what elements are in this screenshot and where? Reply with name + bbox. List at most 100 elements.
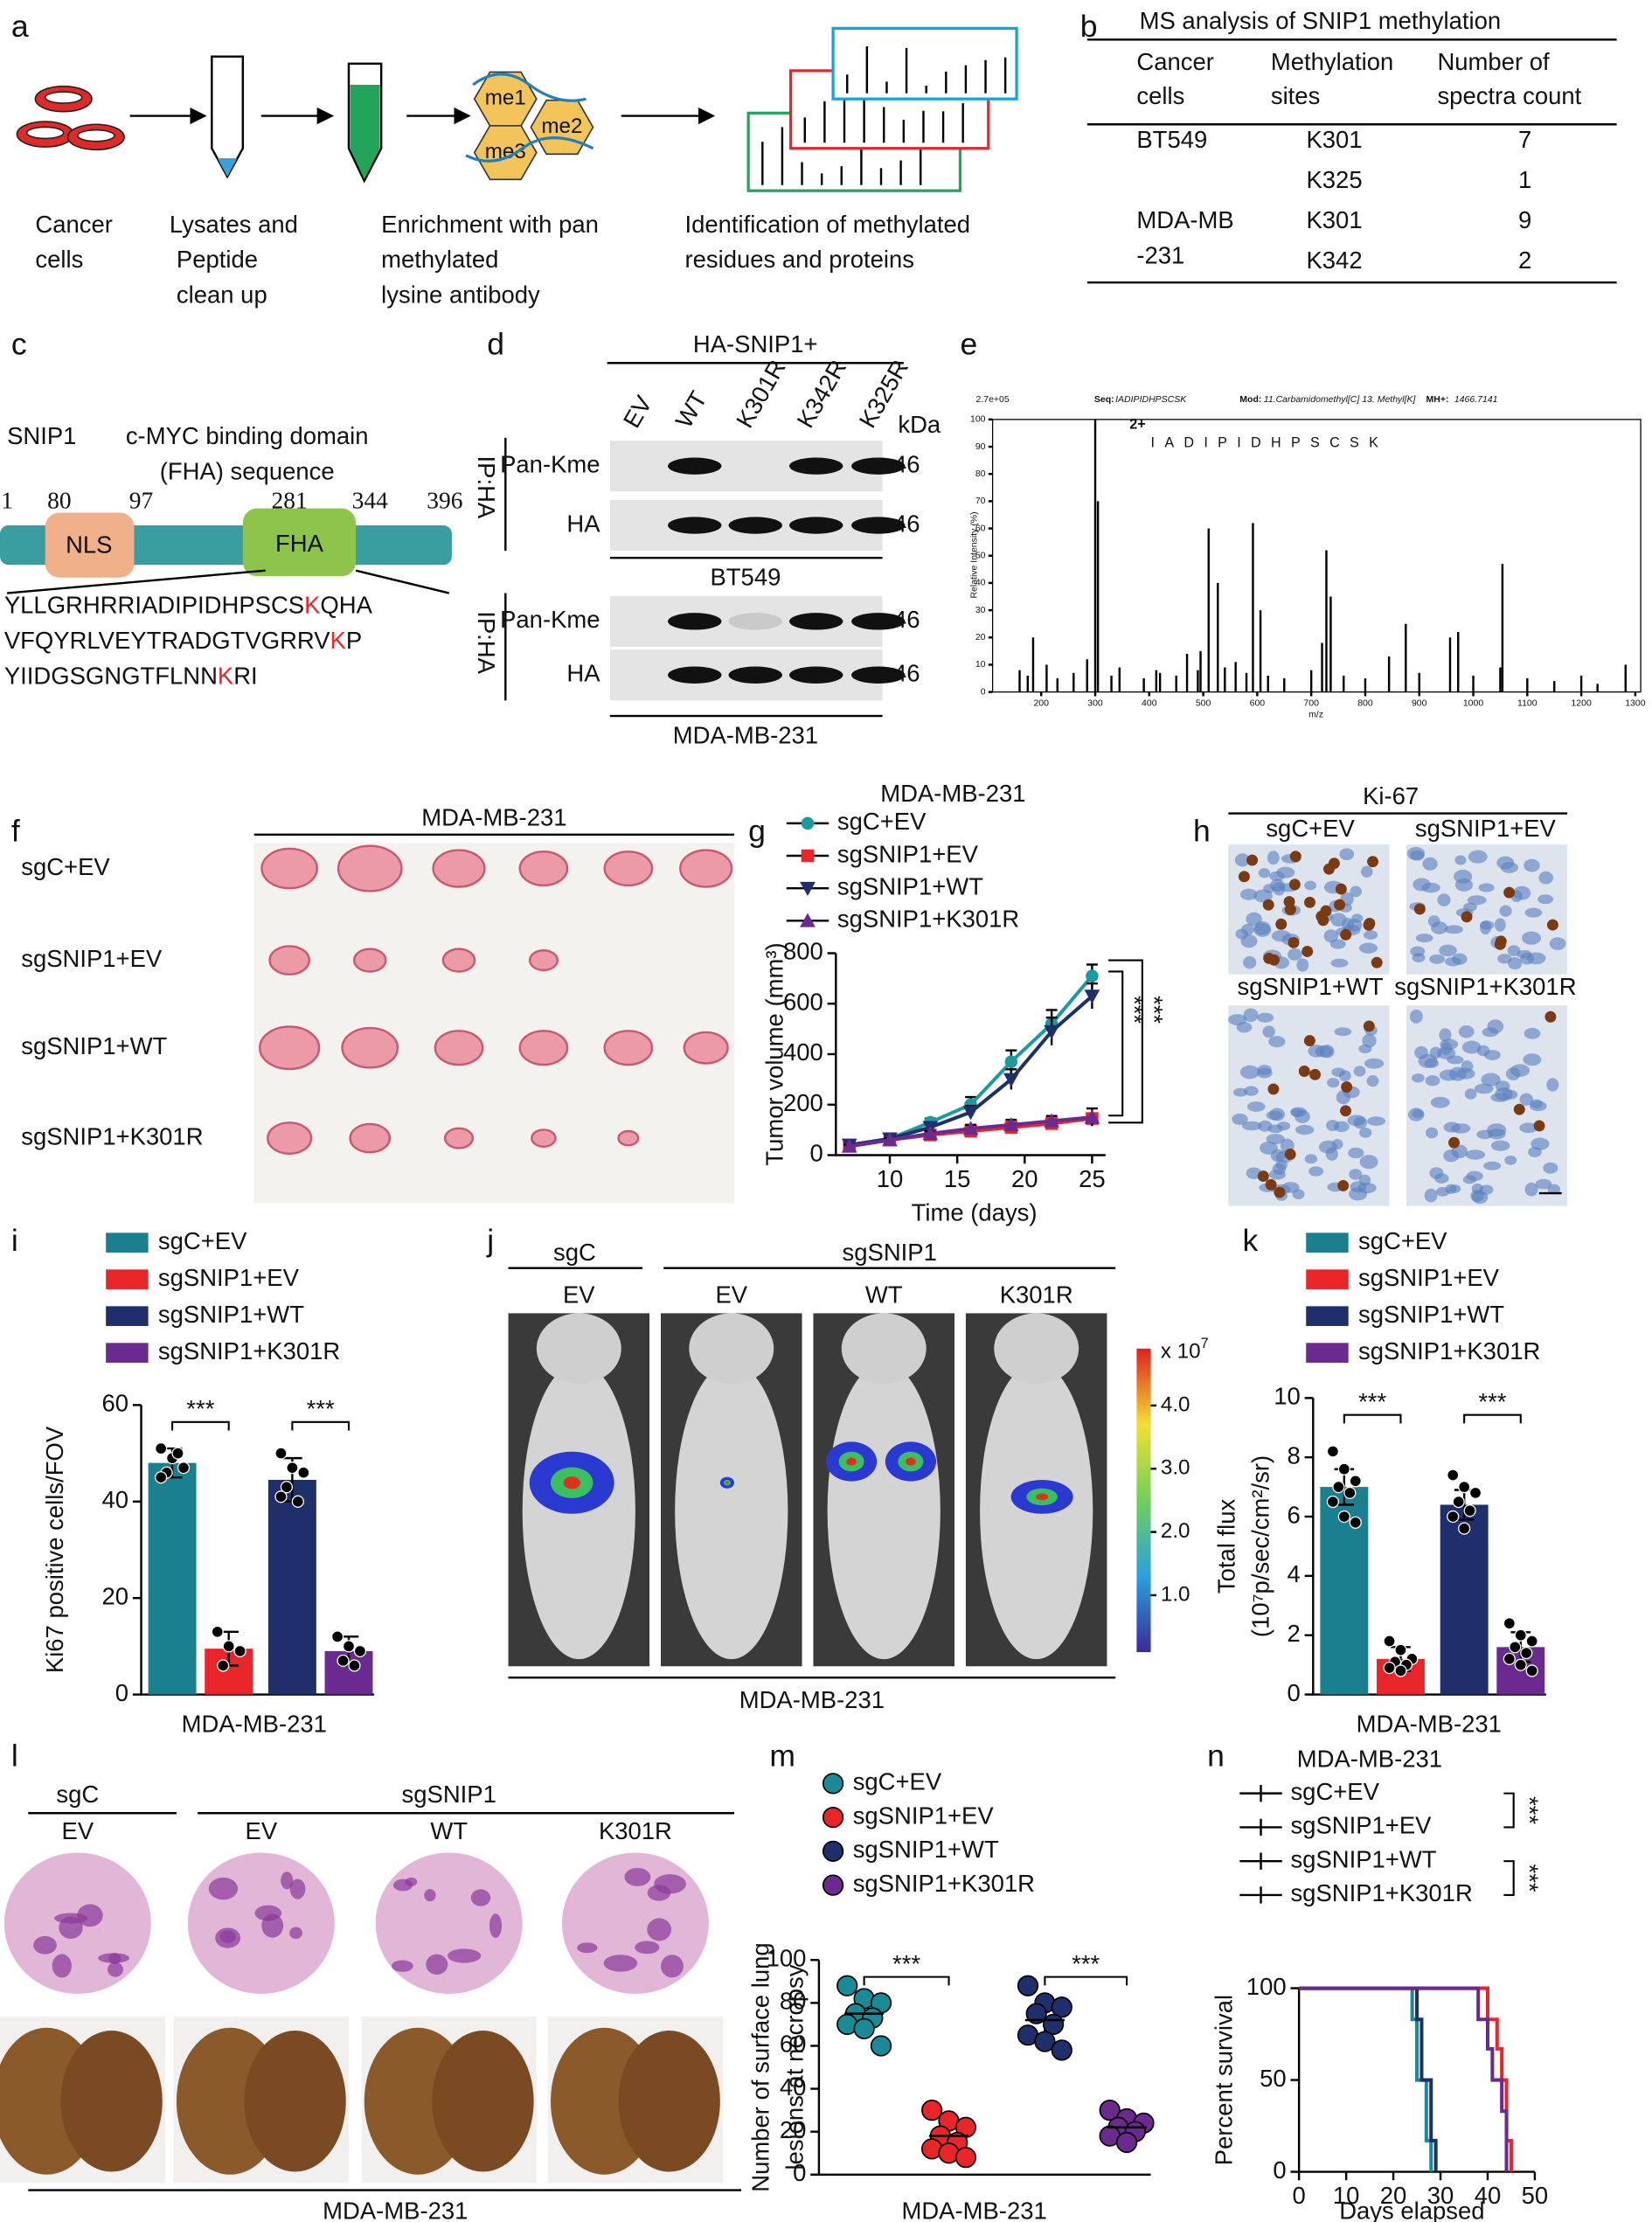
construct-label: HA-SNIP1+ (693, 330, 818, 358)
nucleus (1487, 1123, 1507, 1137)
tumor (603, 1030, 654, 1066)
nucleus (1519, 1093, 1533, 1106)
y-tick-label: 70 (975, 496, 986, 506)
cell-line-label: MDA-MB-231 (323, 2198, 468, 2222)
protein-name: SNIP1 (7, 422, 76, 449)
nucleus (1359, 1155, 1378, 1170)
step-label: Cancer (35, 211, 113, 238)
table-header: Cancer (1136, 48, 1213, 75)
ki67-nucleus (1283, 896, 1295, 908)
y-tick-label: 0 (981, 686, 986, 697)
panel-letter: b (1080, 9, 1098, 44)
panel-letter: f (11, 814, 20, 849)
x-tick-label: 200 (1033, 698, 1049, 708)
survival-curve (1299, 1986, 1433, 2172)
legend-label: sgSNIP1+WT (837, 872, 983, 899)
ki67-nucleus (1513, 1103, 1525, 1115)
data-point (1447, 1469, 1460, 1482)
x-tick-label: MDA-MB-231 (901, 2198, 1046, 2222)
nucleus (1268, 1036, 1286, 1048)
lesion (108, 1962, 123, 1977)
nucleus (1315, 1045, 1334, 1058)
x-tick-label: 300 (1087, 698, 1103, 708)
data-point (1514, 1658, 1527, 1671)
chart-title: MDA-MB-231 (1297, 1746, 1442, 1773)
data-point (1525, 1635, 1538, 1648)
sequence-part: QHA (320, 592, 372, 619)
data-point (274, 1447, 288, 1460)
nucleus (1503, 1089, 1518, 1100)
legend-label: sgSNIP1+WT (1290, 1845, 1436, 1872)
band (728, 666, 782, 684)
tumor (518, 1030, 569, 1066)
data-point (280, 1481, 294, 1494)
group-header: sgC (553, 1239, 596, 1266)
cell-line-label: BT549 (710, 564, 781, 591)
ki67-nucleus (1533, 1120, 1545, 1132)
bar (267, 1479, 316, 1695)
data-point (1025, 2003, 1047, 2024)
step-label: cells (35, 246, 83, 273)
nucleus (1467, 895, 1487, 906)
nucleus (1512, 885, 1531, 900)
nucleus (1266, 1134, 1285, 1145)
ki67-nucleus (1315, 910, 1328, 922)
significance: *** (307, 1395, 335, 1422)
data-point (1086, 969, 1099, 983)
tumor (341, 1026, 399, 1069)
scale-label: 2.7e+05 (975, 394, 1009, 405)
nucleus (1234, 853, 1250, 867)
data-point (353, 1644, 367, 1657)
domain-box (45, 512, 135, 578)
table-cell: 7 (1518, 126, 1531, 153)
band (668, 666, 722, 684)
nucleus (1258, 868, 1271, 878)
nucleus (1439, 1028, 1452, 1042)
ki67-nucleus (1335, 883, 1347, 895)
ki67-nucleus (1328, 858, 1340, 870)
nucleus (1530, 1099, 1543, 1108)
nucleus (1308, 1166, 1324, 1177)
nucleus (1425, 1075, 1440, 1087)
sequence-part: RI (233, 663, 257, 690)
nucleus (1434, 1173, 1449, 1184)
band (668, 517, 722, 534)
nucleus (1266, 1110, 1283, 1121)
nucleus (1275, 1159, 1288, 1170)
data-point (1383, 1635, 1396, 1648)
nucleus (1267, 1124, 1284, 1134)
step-label: Identification of methylated (684, 211, 970, 238)
y-tick-label: 0 (793, 2159, 806, 2186)
zoom-line (6, 569, 266, 594)
legend-symbol (800, 913, 816, 927)
colorbar-unit-exp: 7 (1201, 1336, 1209, 1351)
lesion (77, 1904, 103, 1927)
data-point (1004, 1055, 1018, 1068)
lesion (281, 1871, 294, 1890)
nucleus (1537, 894, 1554, 905)
data-point (1394, 1643, 1407, 1656)
nucleus (1288, 948, 1302, 961)
band (851, 666, 906, 684)
residue-position: 1 (1, 487, 13, 513)
ki67-nucleus (1288, 878, 1301, 891)
group-label: sgSNIP1+K301R (1394, 973, 1576, 1000)
mouse-head (689, 1313, 774, 1385)
nucleus (1497, 954, 1512, 964)
nucleus (1268, 1169, 1286, 1180)
significance-bracket (1343, 1413, 1402, 1424)
significance-bracket (291, 1420, 351, 1431)
residue-position: 344 (352, 487, 388, 513)
ki67-nucleus (1503, 886, 1516, 899)
data-point (1458, 1480, 1471, 1494)
mw-marker: -46 (885, 660, 920, 687)
data-point (1349, 1516, 1362, 1529)
group-label: sgSNIP1+WT (21, 1032, 167, 1059)
dish-inner (44, 91, 83, 104)
step-label: clean up (177, 281, 267, 309)
nucleus (1523, 1053, 1542, 1066)
nucleus (1464, 1088, 1477, 1100)
table-header: spectra count (1437, 82, 1581, 109)
ki67-nucleus (1303, 1035, 1315, 1047)
x-tick-label: 400 (1142, 698, 1157, 708)
